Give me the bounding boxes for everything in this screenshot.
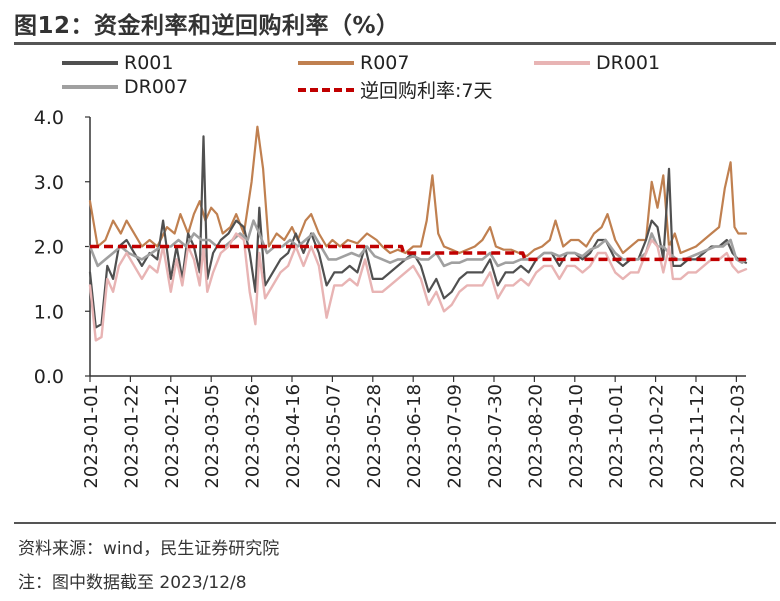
legend-swatch-dr007 [62, 85, 118, 89]
source-note: 资料来源：wind，民生证券研究院 [18, 539, 280, 559]
y-tick-label: 0.0 [34, 366, 64, 388]
legend-item-dr001: DR001 [534, 52, 660, 74]
x-tick-label: 2023-12-03 [727, 384, 748, 489]
legend-swatch-dr001 [534, 61, 590, 65]
x-tick-label: 2023-02-12 [162, 384, 183, 489]
legend-label-dr001: DR001 [596, 52, 661, 74]
legend-swatch-r007 [298, 61, 354, 65]
legend-item-dr007: DR007 [62, 76, 188, 98]
series-line-DR007 [88, 219, 748, 268]
legend-item-reverse-repo: 逆回购利率:7天 [298, 76, 493, 103]
x-tick-label: 2023-03-05 [202, 384, 223, 489]
x-tick-label: 2023-10-22 [647, 384, 668, 489]
chart-title: 图12：资金利率和逆回购利率（%） [14, 13, 400, 39]
x-tick-label: 2023-11-12 [687, 384, 708, 489]
x-tick-label: 2023-01-22 [121, 384, 142, 489]
legend-label-dr007: DR007 [124, 76, 189, 98]
x-tick-label: 2023-06-18 [404, 384, 425, 489]
x-tick-label: 2023-03-26 [243, 384, 264, 489]
legend-label-r001: R001 [124, 52, 174, 74]
x-tick-label: 2023-05-28 [364, 384, 385, 489]
legend-label-reverse-repo: 逆回购利率:7天 [360, 80, 493, 102]
y-tick-label: 3.0 [34, 172, 64, 194]
legend-item-r001: R001 [62, 52, 173, 74]
title-underline [14, 42, 776, 45]
x-tick-label: 2023-08-20 [525, 384, 546, 489]
x-tick-label: 2023-07-30 [485, 384, 506, 489]
y-tick-label: 2.0 [34, 237, 64, 259]
x-tick-label: 2023-04-16 [283, 384, 304, 489]
x-tick-label: 2023-09-10 [566, 384, 587, 489]
series-line-R007 [88, 125, 748, 258]
legend-label-r007: R007 [360, 52, 410, 74]
x-tick-label: 2023-01-01 [81, 384, 102, 489]
legend-swatch-reverse-repo [298, 87, 354, 92]
series-line-R001 [88, 135, 748, 329]
series-line-DR001 [88, 232, 748, 342]
footer-rule [14, 522, 776, 524]
y-tick-label: 4.0 [34, 107, 64, 129]
legend-swatch-r001 [62, 61, 118, 65]
x-tick-label: 2023-07-09 [445, 384, 466, 489]
series-line-逆回购利率:7天 [90, 244, 746, 262]
date-note: 注：图中数据截至 2023/12/8 [18, 573, 247, 593]
x-tick-label: 2023-05-07 [323, 384, 344, 489]
x-tick-label: 2023-10-01 [606, 384, 627, 489]
legend-item-r007: R007 [298, 52, 409, 74]
y-tick-label: 1.0 [34, 301, 64, 323]
